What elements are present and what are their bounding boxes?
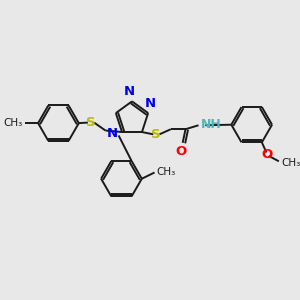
Text: NH: NH [200,118,221,131]
Text: N: N [145,97,156,110]
Text: O: O [261,148,273,161]
Text: CH₃: CH₃ [157,167,176,177]
Text: S: S [86,116,95,129]
Text: CH₃: CH₃ [3,118,22,128]
Text: S: S [151,128,161,141]
Text: CH₃: CH₃ [281,158,300,168]
Text: N: N [124,85,135,98]
Text: O: O [176,145,187,158]
Text: N: N [106,127,118,140]
